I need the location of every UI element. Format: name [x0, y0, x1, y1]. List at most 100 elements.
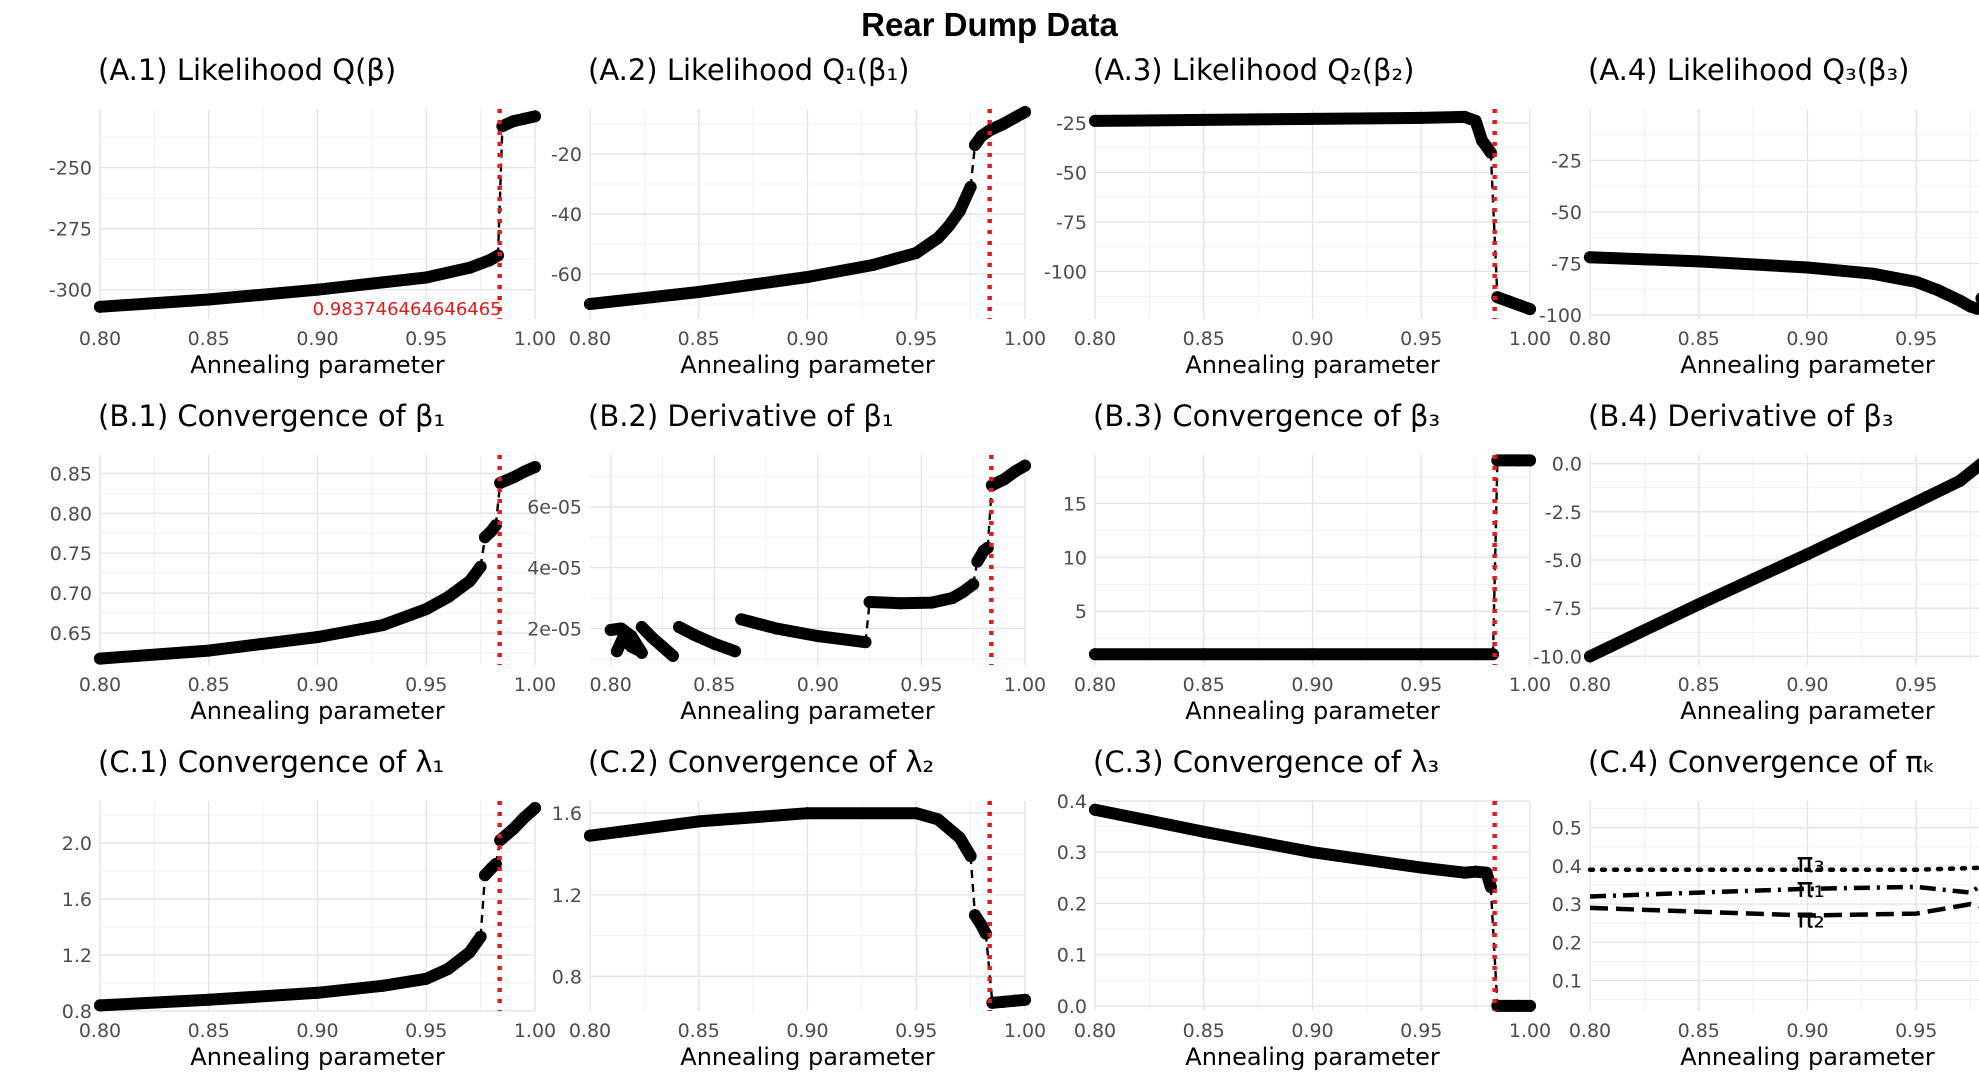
chart-title: (B.2) Derivative of β₁ [588, 399, 893, 433]
data-point [94, 999, 106, 1011]
data-point [770, 622, 782, 634]
chart-title: (C.1) Convergence of λ₁ [98, 745, 444, 779]
x-tick-label: 0.85 [188, 674, 230, 696]
y-tick-label: 0.2 [1057, 893, 1087, 915]
y-tick-label: -10.0 [1533, 646, 1582, 668]
series-1-point-band [590, 813, 971, 856]
data-point [673, 621, 685, 633]
data-point [94, 653, 106, 665]
data-point [1415, 648, 1427, 660]
x-axis-label: Annealing parameter [680, 697, 935, 725]
chart-svg: (A.4) Likelihood Q₃(β₃)0.800.850.900.951… [1580, 44, 1979, 389]
y-tick-label: -50 [1056, 162, 1087, 184]
data-point [420, 271, 432, 283]
x-axis-label: Annealing parameter [680, 351, 935, 379]
data-point [1089, 648, 1101, 660]
panel-b4: (B.4) Derivative of β₃0.800.850.900.951.… [1580, 390, 1979, 735]
chart-title: (C.3) Convergence of λ₃ [1093, 745, 1439, 779]
data-point [1470, 866, 1482, 878]
series-10-line [988, 485, 992, 547]
y-tick-label: 1.2 [552, 885, 582, 907]
data-point [1502, 295, 1514, 307]
x-tick-label: 1.00 [514, 1020, 556, 1042]
y-tick-label: 1.6 [62, 889, 92, 911]
data-point [1019, 106, 1031, 118]
data-point [584, 298, 596, 310]
data-point [203, 994, 215, 1006]
y-tick-label: -60 [551, 264, 582, 286]
x-tick-label: 0.90 [296, 1020, 338, 1042]
panel-c4: (C.4) Convergence of πₖ0.800.850.900.951… [1580, 736, 1979, 1081]
data-point [1502, 454, 1514, 466]
data-point [203, 293, 215, 305]
data-point [969, 909, 981, 921]
x-tick-label: 0.90 [1291, 1020, 1333, 1042]
x-axis-label: Annealing parameter [190, 1043, 445, 1071]
chart-title: (A.4) Likelihood Q₃(β₃) [1588, 53, 1909, 87]
data-point [611, 645, 623, 657]
chart-svg: (B.4) Derivative of β₃0.800.850.900.951.… [1580, 390, 1979, 735]
x-tick-label: 0.95 [405, 328, 447, 350]
data-point [1693, 255, 1705, 267]
y-tick-label: 0.2 [1552, 932, 1582, 954]
y-tick-label: 2e-05 [527, 618, 582, 640]
data-point [1513, 454, 1525, 466]
y-tick-label: -75 [1551, 253, 1582, 275]
series-5-point-band [741, 619, 865, 642]
y-tick-label: -5.0 [1545, 550, 1582, 572]
x-tick-label: 0.95 [1400, 1020, 1442, 1042]
x-tick-label: 0.80 [590, 674, 632, 696]
x-tick-label: 0.80 [1569, 328, 1611, 350]
data-point [947, 592, 959, 604]
data-point [420, 603, 432, 615]
data-point [1524, 1000, 1536, 1012]
data-point [1910, 276, 1922, 288]
x-tick-label: 0.90 [797, 674, 839, 696]
data-point [377, 619, 389, 631]
series-label: π₁ [1797, 871, 1825, 904]
data-point [657, 641, 669, 653]
data-point [507, 471, 519, 483]
data-point [1802, 262, 1814, 274]
y-tick-label: 0.3 [1552, 894, 1582, 916]
x-tick-label: 0.80 [1074, 674, 1116, 696]
y-tick-label: 1.6 [552, 803, 582, 825]
x-tick-label: 0.95 [1400, 674, 1442, 696]
data-point [1802, 548, 1814, 560]
data-point [529, 802, 541, 814]
y-tick-label: 0.8 [552, 966, 582, 988]
data-point [1910, 496, 1922, 508]
x-tick-label: 0.95 [895, 1020, 937, 1042]
x-tick-label: 1.00 [1509, 1020, 1551, 1042]
data-point [1008, 112, 1020, 124]
data-point [1019, 994, 1031, 1006]
data-point [1459, 867, 1471, 879]
data-point [895, 597, 907, 609]
data-point [442, 591, 454, 603]
data-point [735, 613, 747, 625]
y-tick-label: -7.5 [1545, 598, 1582, 620]
data-point [1932, 284, 1944, 296]
x-tick-label: 1.00 [1004, 674, 1046, 696]
x-tick-label: 1.00 [514, 328, 556, 350]
data-point [954, 832, 966, 844]
data-point [867, 259, 879, 271]
series-2-line [971, 145, 975, 187]
x-axis-label: Annealing parameter [190, 351, 445, 379]
x-tick-label: 1.00 [1509, 674, 1551, 696]
x-tick-label: 0.90 [786, 328, 828, 350]
data-point [1470, 115, 1482, 127]
series-1-point-band [1095, 810, 1491, 887]
x-tick-label: 0.80 [1074, 1020, 1116, 1042]
data-point [312, 631, 324, 643]
data-point [729, 645, 741, 657]
y-tick-label: 0.70 [50, 583, 92, 605]
data-point [1693, 598, 1705, 610]
data-point [518, 113, 530, 125]
y-tick-label: -25 [1551, 150, 1582, 172]
data-point [1019, 460, 1031, 472]
